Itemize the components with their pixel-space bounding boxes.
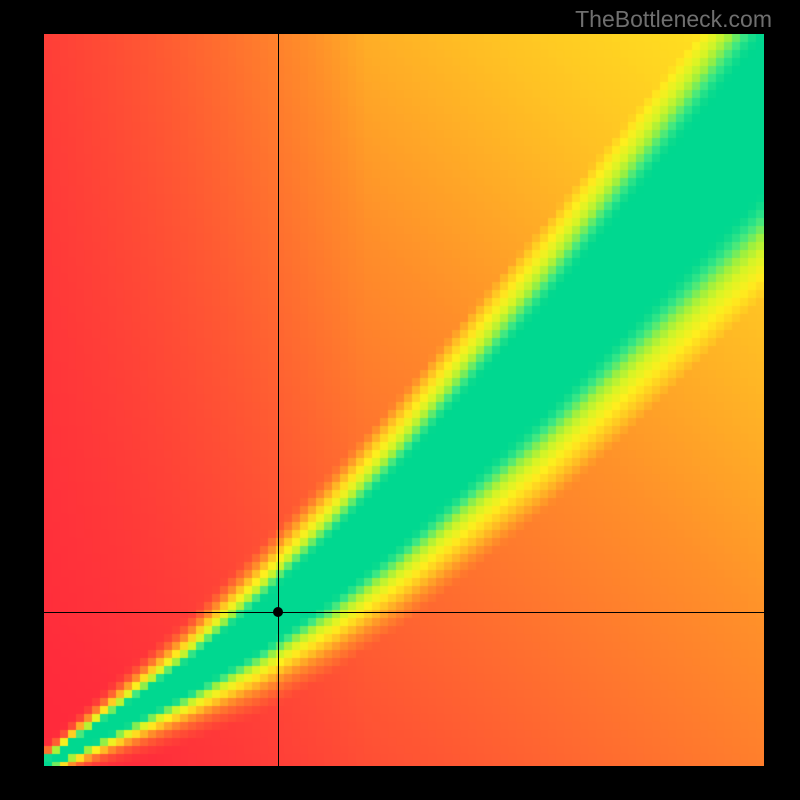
heatmap-canvas xyxy=(44,34,764,766)
crosshair-horizontal xyxy=(44,612,764,613)
crosshair-marker-dot xyxy=(273,607,283,617)
watermark-text: TheBottleneck.com xyxy=(575,6,772,33)
heatmap-plot xyxy=(44,34,764,766)
crosshair-vertical xyxy=(278,34,279,766)
